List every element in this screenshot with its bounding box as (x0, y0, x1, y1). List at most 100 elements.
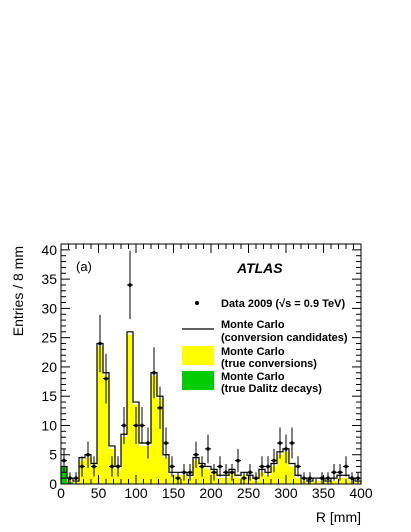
mc-true-conversion-bar (247, 478, 253, 484)
mc-true-conversion-bar (127, 334, 133, 484)
y-tick-label: 0 (49, 476, 57, 492)
y-tick-label: 10 (41, 417, 57, 433)
data-point (223, 464, 229, 481)
mc-true-conversion-bar (145, 445, 151, 484)
legend-data-marker (195, 301, 199, 305)
y-tick-label: 15 (41, 388, 57, 404)
data-point (127, 250, 133, 320)
data-point (91, 456, 97, 477)
mc-true-conversion-bar (97, 346, 103, 484)
x-tick-label: 350 (312, 485, 336, 501)
data-point (187, 464, 193, 481)
data-point (79, 456, 85, 477)
mc-true-conversion-bar (193, 460, 199, 484)
legend-dalitz-label-1: Monte Carlo (221, 371, 285, 383)
x-tick-label: 0 (57, 485, 65, 501)
y-tick-label: 20 (41, 359, 57, 375)
legend-mc-line-label-1: Monte Carlo (221, 319, 285, 331)
mc-true-conversion-bar (295, 478, 301, 484)
mc-true-conversion-bar (277, 454, 283, 484)
panel-label: (a) (76, 259, 92, 274)
mc-true-conversion-bar (289, 466, 295, 484)
data-point (199, 456, 205, 477)
mc-true-conversion-bar (157, 399, 163, 484)
mc-histogram-layer (61, 334, 361, 484)
data-point (163, 427, 169, 459)
data-point (235, 448, 241, 473)
data-point (349, 472, 355, 484)
legend-mc-line-label-2: (conversion candidates) (221, 332, 348, 344)
data-point (343, 456, 349, 477)
mc-true-conversion-bar (283, 451, 289, 484)
data-point (85, 441, 91, 468)
data-point (331, 464, 337, 481)
data-point (151, 347, 157, 399)
x-tick-label: 400 (349, 485, 373, 501)
data-point (175, 472, 181, 484)
data-point (289, 427, 295, 459)
data-point (205, 434, 211, 464)
mc-true-conversion-bar (205, 469, 211, 484)
mc-true-conversion-bar (139, 445, 145, 484)
data-point (133, 406, 139, 444)
mc-true-conversion-bar (337, 478, 343, 484)
mc-true-conversion-bar (331, 481, 337, 484)
x-tick-label: 50 (91, 485, 107, 501)
y-tick-label: 40 (41, 242, 57, 258)
data-point (259, 456, 265, 477)
data-point (325, 472, 331, 484)
tick-labels-layer: 0 50 100 150 200 250 300 350 400 0 5 10 15 20 25 30 35 40 (41, 242, 372, 501)
data-point (67, 472, 73, 484)
legend-true-conversions-label-2: (true conversions) (221, 358, 317, 370)
x-tick-label: 100 (124, 485, 148, 501)
data-point (247, 464, 253, 481)
x-tick-label: 300 (274, 485, 298, 501)
y-tick-label: 5 (49, 447, 57, 463)
data-point (295, 456, 301, 477)
x-tick-label: 250 (237, 485, 261, 501)
data-point (157, 386, 163, 430)
mc-true-conversion-bar (133, 404, 139, 484)
legend-true-conversions-swatch (182, 346, 214, 365)
mc-true-conversion-bar (85, 457, 91, 484)
data-point (277, 427, 283, 459)
data-point (229, 464, 235, 481)
data-point (103, 353, 109, 404)
legend-dalitz-label-2: (true Dalitz decays) (221, 383, 322, 395)
axes-layer (60, 243, 362, 485)
data-point (115, 456, 121, 477)
x-tick-label: 200 (199, 485, 223, 501)
y-axis-label: Entries / 8 mm (10, 246, 26, 336)
legend-data-label: Data 2009 (√s = 0.9 TeV) (221, 298, 345, 310)
data-point (169, 456, 175, 477)
mc-true-conversion-bar (217, 478, 223, 484)
data-point (319, 472, 325, 484)
mc-dalitz-bar (61, 466, 67, 484)
mc-true-conversion-bar (265, 475, 271, 484)
mc-true-conversion-bar (187, 478, 193, 484)
y-tick-label: 30 (41, 300, 57, 316)
y-tick-label: 35 (41, 271, 57, 287)
mc-true-conversion-bar (169, 475, 175, 484)
data-point (145, 427, 151, 459)
data-point (241, 472, 247, 484)
atlas-label: ATLAS (236, 260, 283, 276)
mc-true-conversion-bar (163, 457, 169, 484)
mc-true-conversion-bar (103, 375, 109, 484)
mc-true-conversion-bar (151, 375, 157, 484)
data-point (283, 434, 289, 464)
mc-true-conversion-bar (121, 437, 127, 484)
legend: Data 2009 (√s = 0.9 TeV) Monte Carlo (co… (182, 298, 348, 395)
data-point (301, 472, 307, 484)
data-point (109, 456, 115, 477)
data-point (139, 406, 145, 444)
data-point (121, 406, 127, 444)
data-point (307, 472, 313, 484)
y-tick-label: 25 (41, 330, 57, 346)
data-point (217, 456, 223, 477)
mc-true-conversion-bar (115, 469, 121, 484)
data-point (271, 448, 277, 473)
data-point (211, 464, 217, 481)
data-point (181, 464, 187, 481)
